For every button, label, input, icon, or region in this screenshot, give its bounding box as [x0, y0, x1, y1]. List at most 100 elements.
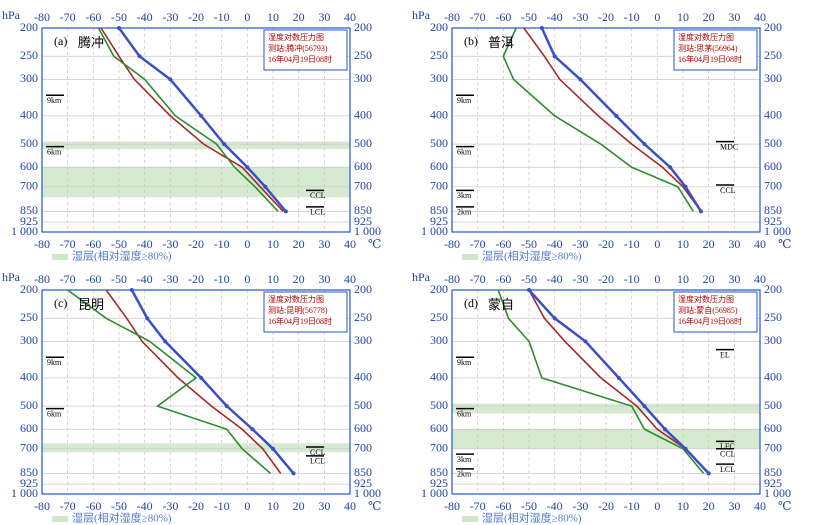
level-label: 9km: [457, 358, 472, 367]
profile-point: [706, 471, 711, 476]
x-tick-label-bottom: 20: [293, 499, 305, 513]
x-tick-label-bottom: -80: [34, 499, 50, 513]
profile-point: [291, 471, 296, 476]
x-tick-label-top: -20: [188, 272, 204, 286]
x-tick-label-top: -50: [521, 272, 537, 286]
x-tick-label-bottom: 40: [754, 499, 766, 513]
level-label: LCL: [310, 457, 325, 466]
x-tick-label-top: 10: [677, 10, 689, 24]
y-tick-label-right: 300: [764, 333, 782, 347]
profile-point: [129, 288, 134, 292]
y-tick-label-right: 400: [764, 108, 782, 122]
x-tick-label-bottom: -80: [444, 499, 460, 513]
plot-frame: [41, 289, 351, 495]
x-tick-label-bottom: 40: [344, 237, 356, 251]
info-line: 测站:蒙自(56985): [678, 305, 738, 315]
y-tick-label-right: 1 000: [764, 486, 791, 500]
legend-text: 湿层(相对湿度≥80%): [482, 249, 582, 263]
x-tick-label-top: -70: [470, 272, 486, 286]
x-tick-label-top: 10: [267, 272, 279, 286]
x-tick-label-top: -40: [137, 10, 153, 24]
profile-point: [224, 404, 229, 409]
x-tick-label-bottom: -20: [188, 237, 204, 251]
y-tick-label-left: 200: [430, 20, 448, 34]
x-tick-label-top: 30: [318, 10, 330, 24]
x-tick-label-top: -70: [470, 10, 486, 24]
y-tick-label-right: 1 000: [764, 224, 791, 238]
y-tick-label-left: 700: [430, 179, 448, 193]
x-tick-label-bottom: -40: [547, 499, 563, 513]
y-tick-label-right: 300: [764, 71, 782, 85]
station-name: 普洱: [488, 35, 514, 50]
profile-point: [283, 209, 288, 214]
x-tick-label-bottom: -70: [60, 237, 76, 251]
x-tick-label-bottom: -20: [598, 237, 614, 251]
profile-point: [642, 404, 647, 409]
x-tick-label-top: 0: [654, 10, 660, 24]
x-tick-label-bottom: -10: [624, 499, 640, 513]
station-name: 蒙自: [488, 297, 514, 312]
profile-point: [245, 165, 250, 170]
y-tick-label-left: 400: [20, 108, 38, 122]
y-tick-label-left: 200: [20, 282, 38, 296]
legend-swatch: [462, 254, 478, 260]
y-tick-label-right: 850: [354, 203, 372, 217]
y-tick-label-right: 500: [354, 136, 372, 150]
info-line: 湿度对数压力图: [678, 32, 734, 42]
x-tick-label-bottom: 10: [677, 237, 689, 251]
level-label: EL: [720, 350, 730, 359]
profile-point: [271, 446, 275, 451]
y-tick-label-left: 850: [430, 203, 448, 217]
profile-point: [552, 316, 557, 321]
y-tick-label-left: 500: [430, 398, 448, 412]
y-axis-label: hPa: [2, 8, 21, 22]
y-tick-label-right: 1 000: [354, 486, 381, 500]
level-label: 6km: [457, 409, 472, 418]
level-label: 9km: [47, 358, 62, 367]
panel-label: (d): [464, 296, 478, 310]
y-axis-label: hPa: [412, 8, 431, 22]
x-tick-label-top: 20: [703, 272, 715, 286]
x-tick-label-bottom: 40: [754, 237, 766, 251]
y-tick-label-left: 850: [20, 203, 38, 217]
y-tick-label-right: 500: [354, 398, 372, 412]
level-label: CCL: [720, 186, 736, 195]
x-tick-label-bottom: 10: [677, 499, 689, 513]
plot-frame: [451, 27, 761, 233]
wet-layer: [452, 403, 760, 414]
level-label: CCL: [720, 450, 736, 459]
x-tick-label-bottom: -20: [188, 499, 204, 513]
x-tick-label-bottom: -10: [214, 237, 230, 251]
y-axis-label: hPa: [2, 270, 21, 284]
y-tick-label-right: 250: [354, 48, 372, 62]
level-label: LCL: [720, 465, 735, 474]
y-tick-label-right: 500: [764, 136, 782, 150]
level-label: 6km: [457, 147, 472, 156]
x-tick-label-bottom: -30: [572, 499, 588, 513]
y-tick-label-right: 700: [354, 179, 372, 193]
x-tick-label-bottom: -30: [572, 237, 588, 251]
x-tick-label-top: -20: [598, 10, 614, 24]
y-tick-label-right: 250: [764, 310, 782, 324]
panel: -80-80-70-70-60-60-50-50-40-40-30-30-20-…: [2, 8, 381, 263]
legend-text: 湿层(相对湿度≥80%): [72, 249, 172, 263]
profile-point: [683, 184, 688, 189]
x-tick-label-bottom: -50: [111, 237, 127, 251]
profile-line: [67, 289, 271, 475]
x-tick-label-bottom: 30: [318, 499, 330, 513]
info-line: 测站:昆明(56778): [268, 305, 328, 315]
y-tick-label-left: 700: [430, 441, 448, 455]
x-tick-label-top: -70: [60, 272, 76, 286]
y-tick-label-right: 250: [354, 310, 372, 324]
panel-label: (b): [464, 34, 478, 48]
y-tick-label-left: 400: [20, 370, 38, 384]
x-tick-label-bottom: -50: [521, 499, 537, 513]
y-tick-label-right: 850: [764, 465, 782, 479]
profile-point: [578, 77, 583, 82]
level-label: CCL: [310, 191, 326, 200]
y-tick-label-right: 700: [764, 179, 782, 193]
level-label: LCL: [310, 208, 325, 217]
x-unit: ℃: [368, 499, 381, 513]
y-tick-label-left: 500: [20, 398, 38, 412]
